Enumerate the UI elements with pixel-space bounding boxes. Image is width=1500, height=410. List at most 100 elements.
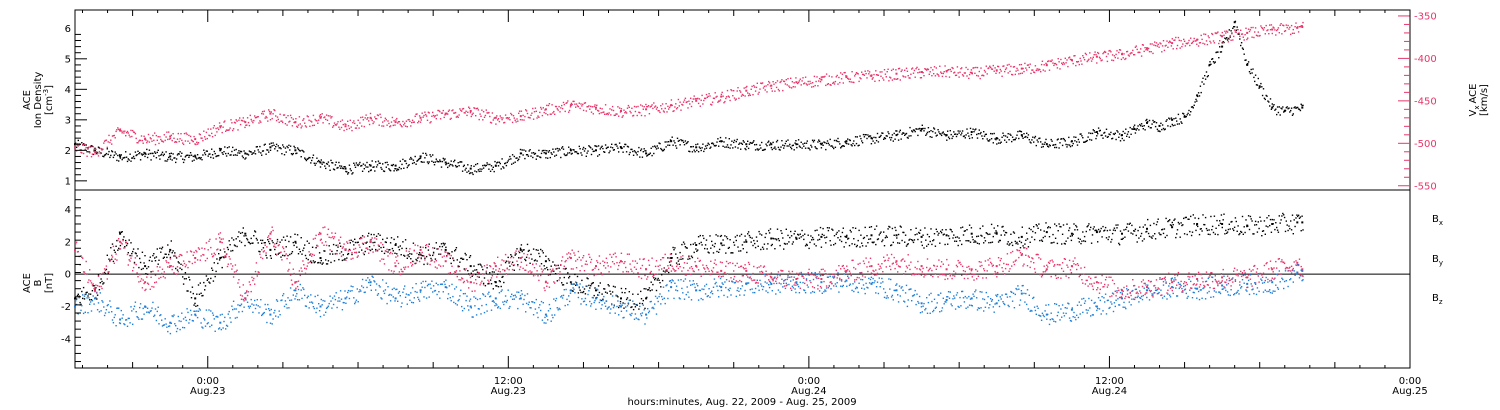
- vx-dot: [531, 112, 533, 114]
- vx-dot: [850, 81, 852, 83]
- bx-dot: [775, 239, 778, 241]
- vx-dot: [314, 118, 316, 121]
- bx-dot: [254, 230, 256, 232]
- ion-density-dot: [435, 158, 437, 160]
- vx-dot: [646, 106, 648, 108]
- vx-dot: [664, 107, 666, 110]
- bx-dot: [795, 236, 797, 239]
- vx-dot: [1148, 51, 1151, 53]
- bx-dot: [454, 250, 456, 252]
- ion-density-dot: [649, 152, 651, 154]
- bx-dot: [872, 242, 874, 244]
- bx-dot: [1116, 227, 1118, 229]
- by-dot: [215, 316, 217, 318]
- bx-dot: [1183, 217, 1185, 220]
- ion-density-dot: [1269, 98, 1272, 100]
- ion-density-dot: [120, 154, 122, 156]
- ion-density-dot: [547, 157, 549, 159]
- ion-density-dot: [1010, 134, 1012, 136]
- vx-dot: [159, 136, 161, 138]
- ion-density-dot: [853, 140, 855, 142]
- bx-dot: [754, 246, 757, 249]
- bx-dot: [190, 297, 193, 299]
- by-dot: [555, 297, 558, 300]
- ion-density-dot: [743, 141, 745, 143]
- vx-dot: [76, 144, 79, 146]
- vx-dot: [209, 135, 211, 137]
- ion-density-dot: [335, 161, 337, 163]
- vx-dot: [473, 107, 475, 109]
- bx-dot: [1244, 231, 1246, 234]
- bx-dot: [628, 291, 630, 293]
- bx-dot: [486, 267, 488, 269]
- bx-dot: [1203, 223, 1205, 226]
- bx-dot: [261, 242, 263, 244]
- by-dot: [488, 291, 490, 293]
- ion-density-dot: [999, 142, 1001, 144]
- vx-dot: [833, 83, 836, 85]
- ion-density-dot: [513, 155, 515, 158]
- bx-dot: [177, 261, 179, 263]
- vx-point: [1171, 42, 1174, 45]
- ion-density-dot: [655, 148, 658, 150]
- bx-dot: [294, 233, 296, 235]
- ion-density-dot: [651, 154, 653, 157]
- vx-dot: [597, 110, 600, 112]
- ion-density-dot: [1258, 87, 1260, 89]
- bx-dot: [955, 240, 958, 242]
- by-dot: [337, 300, 339, 302]
- vx-dot: [733, 90, 735, 92]
- by-dot: [281, 299, 283, 301]
- vx-dot: [96, 151, 98, 153]
- vx-dot: [1151, 43, 1153, 45]
- by-dot: [470, 307, 472, 309]
- ion-density-dot: [203, 149, 205, 151]
- vx-dot: [998, 72, 1001, 74]
- bx-point: [394, 244, 397, 246]
- vx-dot: [406, 126, 408, 128]
- ion-density-dot: [229, 154, 231, 156]
- vx-dot: [1202, 42, 1204, 45]
- ion-density-dot: [295, 152, 297, 155]
- ion-density-dot: [171, 159, 173, 161]
- bx-point: [920, 235, 923, 238]
- bx-dot: [1229, 228, 1231, 230]
- ion-density-dot: [763, 148, 766, 151]
- bx-dot: [998, 239, 1001, 242]
- ion-density-dot: [790, 146, 792, 148]
- vx-dot: [318, 115, 321, 117]
- bx-dot: [965, 240, 967, 242]
- ion-density-dot: [968, 137, 971, 140]
- ion-density-dot: [796, 146, 798, 149]
- bx-dot: [974, 240, 976, 242]
- ion-density-dot: [1030, 142, 1032, 144]
- by-dot: [232, 300, 235, 302]
- bx-point: [144, 265, 147, 268]
- ion-density-dot: [1233, 26, 1235, 28]
- ion-density-dot: [1153, 121, 1155, 123]
- vx-dot: [690, 105, 693, 108]
- bx-dot: [1191, 231, 1194, 233]
- bx-dot: [915, 227, 917, 229]
- bx-dot: [374, 241, 376, 244]
- ion-density-dot: [123, 157, 125, 159]
- ion-density-dot: [471, 172, 473, 174]
- ion-density-dot: [1094, 131, 1096, 133]
- bx-dot: [144, 255, 146, 257]
- ion-density-dot: [1142, 128, 1144, 130]
- ion-density-dot: [722, 145, 724, 147]
- ion-density-dot: [241, 155, 244, 157]
- ion-density-dot: [475, 171, 478, 173]
- vx-dot: [768, 82, 771, 84]
- by-dot: [264, 303, 266, 306]
- ion-density-dot: [1007, 133, 1009, 135]
- bx-dot: [751, 237, 753, 239]
- ion-density-dot: [1096, 135, 1098, 137]
- by-dot: [226, 325, 229, 327]
- vx-dot: [954, 74, 957, 77]
- bx-dot: [1152, 235, 1154, 237]
- vx-dot: [196, 143, 199, 145]
- vx-dot: [813, 75, 816, 78]
- tick-label: 2: [65, 146, 71, 157]
- ion-density-dot: [621, 147, 623, 149]
